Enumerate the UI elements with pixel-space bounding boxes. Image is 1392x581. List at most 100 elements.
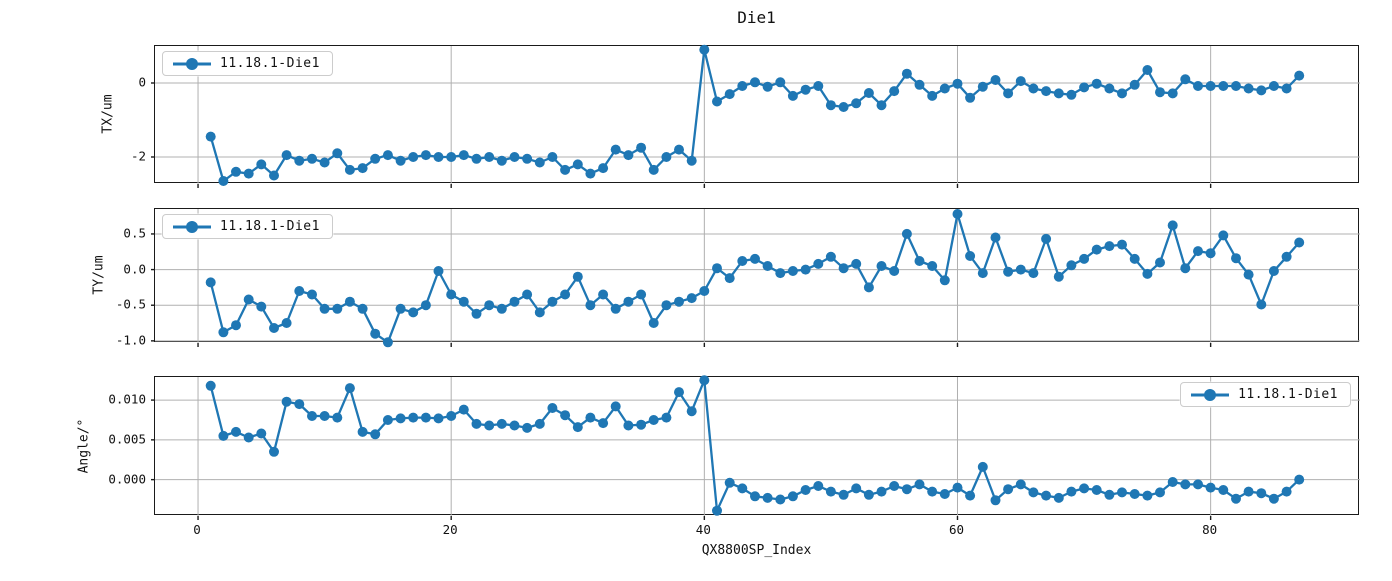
data-point-marker <box>724 273 735 284</box>
data-point-marker <box>1243 269 1254 280</box>
data-point-marker <box>433 413 444 424</box>
data-point-marker <box>471 308 482 319</box>
data-point-marker <box>357 303 368 314</box>
data-point-marker <box>1091 244 1102 255</box>
data-point-marker <box>1167 220 1178 231</box>
data-point-marker <box>1294 70 1305 81</box>
data-point-marker <box>750 77 760 88</box>
data-point-marker <box>1129 489 1140 499</box>
y-tick-label: 0.000 <box>108 471 146 487</box>
data-point-marker <box>952 78 963 89</box>
data-point-marker <box>800 84 811 95</box>
data-point-marker <box>686 406 697 417</box>
data-point-marker <box>927 261 938 271</box>
data-point-marker <box>547 152 558 162</box>
data-point-marker <box>737 81 748 91</box>
data-point-marker <box>939 275 950 286</box>
data-point-marker <box>585 412 596 423</box>
data-point-marker <box>1281 83 1292 94</box>
data-point-marker <box>458 404 469 415</box>
data-point-marker <box>1243 486 1254 497</box>
data-point-marker <box>294 399 305 410</box>
legend-ty: 11.18.1-Die1 <box>162 214 333 239</box>
data-point-marker <box>1218 485 1229 495</box>
data-point-marker <box>231 426 241 437</box>
data-point-marker <box>218 176 229 186</box>
y-tick-label: 0.010 <box>108 391 146 407</box>
data-point-marker <box>1066 486 1077 497</box>
data-point-marker <box>1142 490 1153 501</box>
data-point-marker <box>1155 487 1165 498</box>
data-point-marker <box>686 155 697 166</box>
data-point-marker <box>661 412 672 423</box>
data-point-marker <box>1117 239 1127 250</box>
data-point-marker <box>1256 299 1267 310</box>
data-point-marker <box>674 296 684 307</box>
data-point-marker <box>750 253 760 264</box>
y-tick-label: 0.5 <box>123 225 146 241</box>
data-point-marker <box>231 320 241 331</box>
data-point-marker <box>471 418 482 429</box>
data-point-marker <box>1205 248 1216 259</box>
data-point-marker <box>319 411 330 421</box>
data-point-marker <box>787 491 798 502</box>
data-point-marker <box>446 289 457 300</box>
data-point-marker <box>547 403 558 413</box>
data-point-marker <box>674 387 684 398</box>
data-point-marker <box>977 81 988 92</box>
data-point-marker <box>269 170 279 181</box>
data-point-marker <box>863 88 874 98</box>
data-point-marker <box>1231 253 1241 264</box>
data-point-marker <box>648 415 659 425</box>
legend-angle: 11.18.1-Die1 <box>1180 382 1351 407</box>
data-point-marker <box>509 420 520 431</box>
legend-label: 11.18.1-Die1 <box>1238 387 1338 402</box>
data-point-marker <box>1129 79 1140 90</box>
data-point-marker <box>420 300 431 311</box>
data-point-marker <box>813 481 824 491</box>
data-point-marker <box>914 79 925 90</box>
data-point-marker <box>560 164 571 175</box>
subplot-ty <box>151 208 1360 348</box>
data-point-marker <box>1256 85 1267 96</box>
x-tick-label: 80 <box>1202 522 1218 537</box>
data-point-marker <box>243 432 254 443</box>
data-point-marker <box>775 494 786 505</box>
data-point-marker <box>471 153 482 164</box>
data-point-marker <box>522 422 533 433</box>
data-point-marker <box>458 296 469 307</box>
data-point-marker <box>496 303 507 314</box>
data-point-marker <box>939 489 950 499</box>
data-point-marker <box>205 131 216 142</box>
data-point-marker <box>307 289 317 300</box>
data-point-marker <box>585 300 596 311</box>
data-point-marker <box>623 150 634 161</box>
y-tick-label: 0.0 <box>123 261 146 277</box>
data-point-marker <box>914 256 925 266</box>
data-point-marker <box>256 301 267 312</box>
tx-plot-area <box>151 44 1360 188</box>
data-point-marker <box>1155 257 1165 268</box>
data-point-marker <box>395 155 406 166</box>
legend-line-marker-icon <box>173 57 211 71</box>
data-point-marker <box>813 258 824 269</box>
data-point-marker <box>939 83 950 94</box>
data-point-marker <box>205 277 216 288</box>
data-point-marker <box>205 380 216 391</box>
y-tick-label: -0.5 <box>115 296 146 312</box>
data-point-marker <box>395 413 406 424</box>
data-point-marker <box>370 153 381 164</box>
data-point-marker <box>724 89 735 100</box>
data-point-marker <box>1268 81 1279 91</box>
data-point-marker <box>484 420 495 431</box>
data-point-marker <box>1003 484 1014 495</box>
data-point-marker <box>332 148 343 159</box>
data-point-marker <box>1193 479 1203 490</box>
data-point-marker <box>1155 87 1165 98</box>
data-point-marker <box>1281 251 1292 262</box>
data-point-marker <box>1243 83 1254 94</box>
data-point-marker <box>686 293 697 304</box>
data-point-marker <box>560 410 571 421</box>
data-point-marker <box>1268 493 1279 504</box>
